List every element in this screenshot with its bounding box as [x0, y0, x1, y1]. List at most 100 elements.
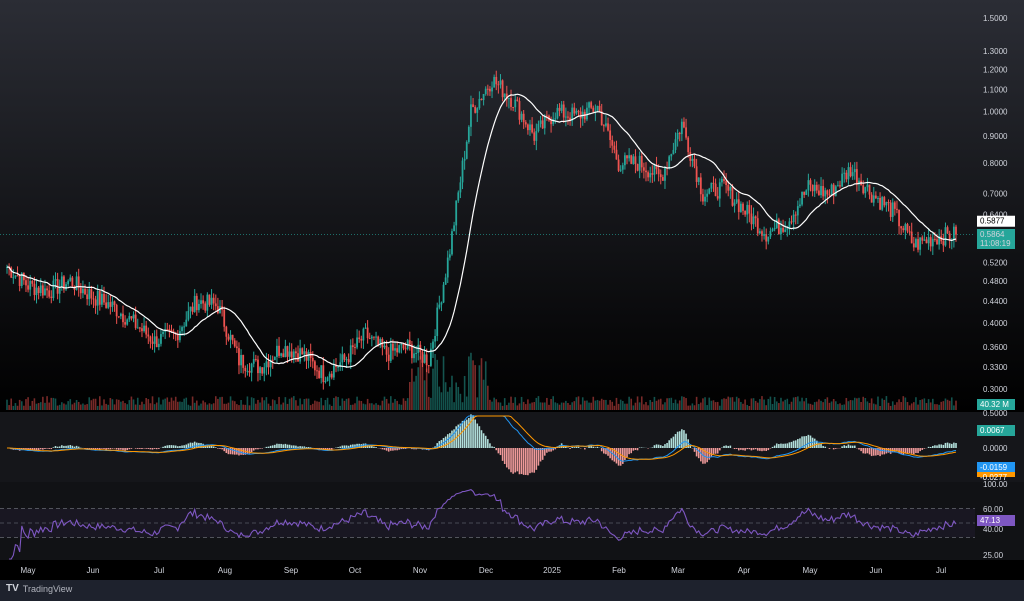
volume-bar — [756, 402, 759, 410]
candle-body — [805, 190, 808, 195]
volume-bar — [196, 400, 198, 410]
volume-bar — [683, 396, 685, 410]
candle-body — [946, 227, 949, 234]
candle-body — [337, 366, 339, 368]
time-axis — [0, 560, 1024, 580]
volume-bar — [529, 403, 531, 410]
volume-bar — [88, 397, 91, 410]
volume-bar — [96, 405, 99, 410]
candle-body — [52, 280, 55, 299]
candle-body — [672, 149, 675, 155]
candle-body — [782, 227, 784, 232]
macd-histogram-bar — [849, 445, 852, 448]
macd-histogram-bar — [196, 442, 198, 448]
candle-body — [461, 160, 464, 183]
candle-body — [463, 158, 466, 161]
macd-histogram-bar — [109, 448, 112, 450]
macd-histogram-bar — [662, 445, 664, 448]
volume-bar — [80, 404, 82, 410]
volume-bar — [20, 401, 23, 410]
candle-body — [427, 365, 430, 367]
volume-bar — [438, 386, 441, 410]
macd-histogram-bar — [624, 448, 626, 461]
candle-body — [896, 208, 898, 210]
candle-body — [632, 156, 635, 164]
candle-body — [50, 296, 53, 299]
volume-bar — [396, 400, 398, 410]
candle-body — [486, 88, 489, 90]
candle-body — [858, 180, 860, 185]
volume-bar — [293, 396, 295, 410]
candle-body — [775, 219, 778, 229]
time-tick: Mar — [671, 566, 685, 575]
macd-histogram-bar — [468, 417, 470, 448]
candle-body — [162, 331, 164, 335]
candle-body — [843, 172, 846, 174]
macd-histogram-bar — [820, 443, 822, 448]
candle-body — [723, 178, 725, 181]
macd-histogram-bar — [881, 448, 883, 455]
volume-bar — [860, 401, 862, 410]
candle-body — [746, 204, 749, 215]
candle-body — [925, 239, 928, 244]
macd-histogram-bar — [896, 448, 898, 452]
candle-body — [900, 226, 903, 229]
volume-bar — [522, 401, 525, 410]
volume-bar — [210, 404, 213, 410]
candle-body — [729, 186, 732, 191]
price-chart[interactable]: 1.5000 1.3000 1.2000 1.1000 1.0000 0.9000 0.80… — [0, 0, 1024, 580]
candle-body — [202, 300, 205, 304]
macd-histogram-bar — [71, 445, 74, 448]
last-price-label: 0.5864 — [980, 230, 1005, 239]
candle-body — [613, 145, 616, 150]
candle-body — [470, 104, 472, 127]
macd-histogram-bar — [257, 448, 259, 450]
macd-histogram-bar — [813, 438, 816, 448]
macd-histogram-bar — [754, 448, 757, 450]
candle-body — [136, 327, 139, 329]
volume-bar — [938, 404, 940, 410]
volume-bar — [634, 402, 637, 410]
macd-histogram-bar — [303, 446, 306, 448]
candle-body — [436, 307, 439, 336]
candle-body — [539, 120, 542, 124]
macd-histogram-bar — [607, 448, 609, 456]
volume-bar — [946, 399, 949, 410]
candle-body — [193, 295, 196, 312]
macd-histogram-bar — [921, 448, 924, 450]
candle-body — [872, 195, 875, 203]
candle-body — [902, 228, 905, 231]
candle-body — [885, 202, 888, 206]
volume-bar — [816, 401, 818, 410]
volume-bar — [516, 405, 519, 410]
volume-bar — [465, 396, 468, 410]
candle-body — [29, 280, 32, 290]
volume-bar — [364, 404, 367, 410]
volume-bar — [508, 402, 510, 410]
candle-body — [739, 203, 742, 212]
volume-bar — [75, 399, 78, 410]
candle-body — [126, 319, 129, 325]
macd-histogram-bar — [73, 446, 76, 448]
macd-histogram-bar — [33, 448, 36, 451]
candle-body — [373, 336, 375, 338]
candle-body — [904, 224, 907, 231]
candle-body — [474, 107, 477, 113]
macd-histogram-bar — [824, 446, 827, 448]
macd-histogram-bar — [664, 444, 666, 448]
candle-body — [767, 236, 770, 242]
candle-body — [807, 180, 810, 191]
signal-value-label: -0.0277 — [980, 473, 1008, 482]
macd-histogram-bar — [288, 444, 291, 448]
candle-body — [921, 237, 924, 241]
macd-histogram-bar — [619, 448, 622, 466]
candle-body — [109, 302, 112, 307]
candle-body — [761, 231, 763, 236]
volume-bar — [573, 401, 576, 410]
candle-body — [425, 354, 428, 366]
volume-bar — [535, 397, 538, 410]
volume-bar — [77, 401, 80, 410]
volume-bar — [617, 403, 620, 410]
candle-body — [98, 291, 101, 305]
candle-body — [638, 155, 641, 171]
